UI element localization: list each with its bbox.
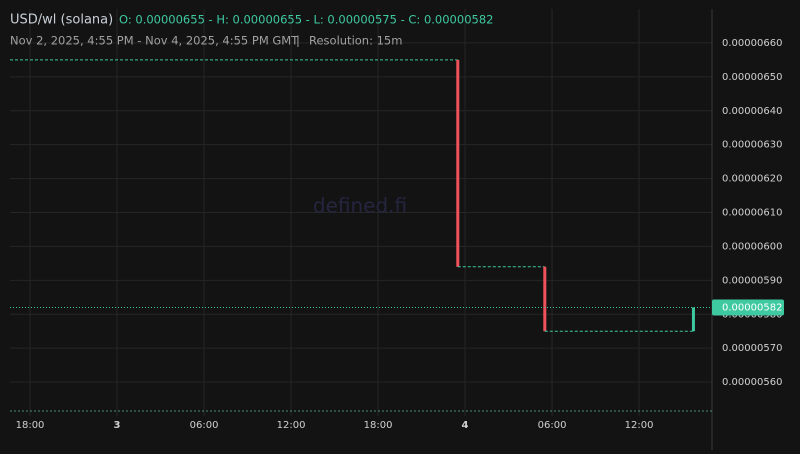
resolution: Resolution: 15m <box>309 34 402 48</box>
x-tick-label: 3 <box>114 420 121 431</box>
last-price-label: 0.00000582 <box>722 302 782 313</box>
y-tick-label: 0.00000590 <box>722 275 782 286</box>
y-tick-label: 0.00000640 <box>722 106 782 117</box>
chart-title: USD/wl (solana) <box>10 13 113 28</box>
x-tick-label: 06:00 <box>538 420 567 431</box>
last-price-box <box>712 299 784 316</box>
x-tick-label: 06:00 <box>190 420 219 431</box>
candle-body <box>691 307 695 332</box>
y-tick-label: 0.00000610 <box>722 208 782 219</box>
subtitle: Nov 2, 2025, 4:55 PM - Nov 4, 2025, 4:55… <box>10 34 299 48</box>
y-tick-label: 0.00000630 <box>722 140 782 151</box>
y-tick-label: 0.00000660 <box>722 38 782 49</box>
ohlc-text: O: 0.00000655 - H: 0.00000655 - L: 0.000… <box>119 13 493 27</box>
y-tick-label: 0.00000620 <box>722 174 782 185</box>
candle-body <box>543 266 547 332</box>
y-tick-label: 0.00000600 <box>722 241 782 252</box>
x-tick-label: 18:00 <box>16 420 45 431</box>
y-tick-label: 0.00000560 <box>722 377 782 388</box>
candle-body <box>456 59 460 267</box>
y-tick-label: 0.00000650 <box>722 72 782 83</box>
y-tick-label: 0.00000570 <box>722 343 782 354</box>
x-tick-label: 12:00 <box>277 420 306 431</box>
x-tick-label: 4 <box>462 420 469 431</box>
x-tick-label: 12:00 <box>625 420 654 431</box>
watermark: defined.fi <box>313 194 407 218</box>
separator: | <box>296 34 300 48</box>
x-tick-label: 18:00 <box>364 420 393 431</box>
